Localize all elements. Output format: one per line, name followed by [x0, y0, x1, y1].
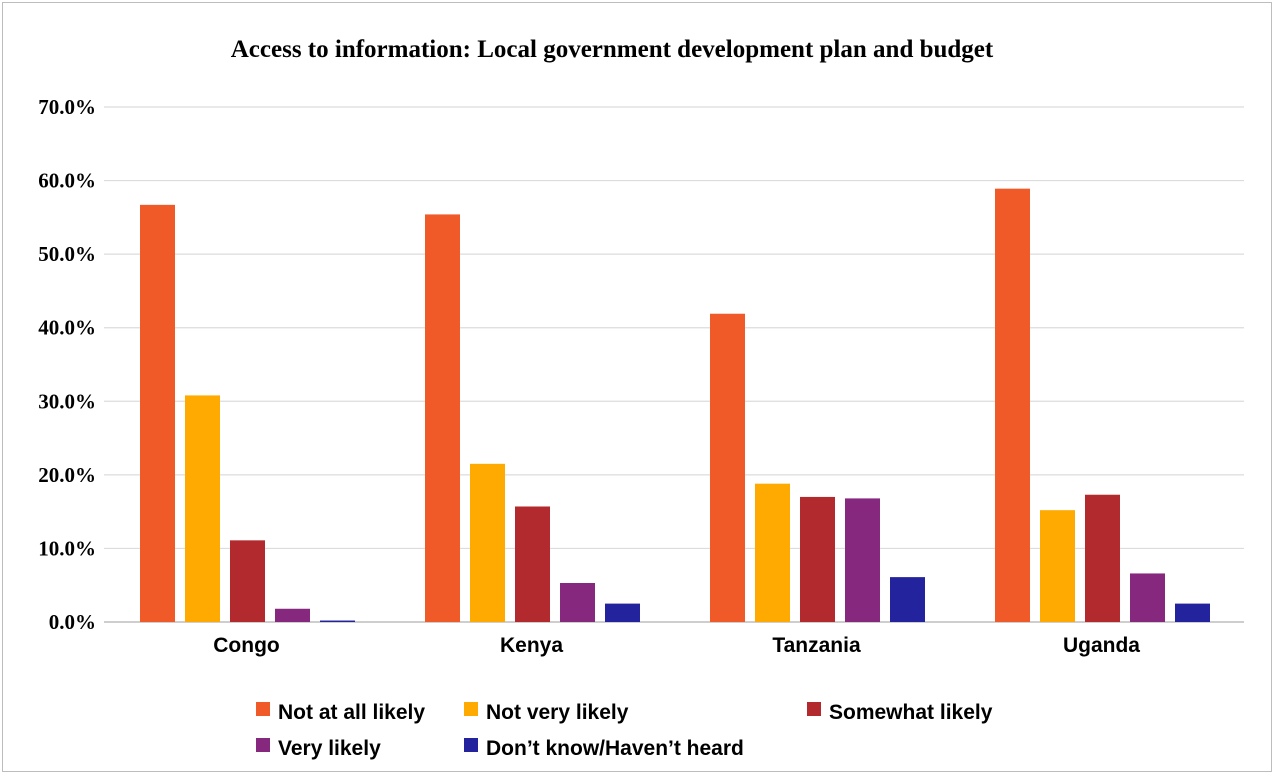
legend-label: Don’t know/Haven’t heard [486, 737, 744, 760]
y-tick-label: 40.0% [38, 316, 96, 340]
bar [710, 313, 745, 622]
bar [755, 483, 790, 622]
bar [185, 395, 220, 622]
y-tick-label: 20.0% [38, 463, 96, 487]
bars [140, 188, 1210, 622]
x-category-label: Kenya [500, 634, 563, 657]
legend-label: Somewhat likely [829, 701, 993, 724]
x-category-label: Tanzania [772, 634, 861, 657]
legend-label: Not very likely [486, 701, 629, 724]
y-tick-label: 10.0% [38, 536, 96, 560]
legend-swatch [464, 702, 478, 716]
bar [275, 608, 310, 622]
legend-swatch [256, 738, 270, 752]
gridlines [104, 106, 1244, 623]
legend-label: Very likely [278, 737, 381, 760]
x-category-label: Uganda [1063, 634, 1140, 657]
y-tick-label: 50.0% [38, 242, 96, 266]
y-tick-label: 30.0% [38, 389, 96, 413]
chart-title: Access to information: Local government … [230, 36, 994, 63]
bar [1085, 494, 1120, 622]
bar [800, 496, 835, 622]
legend-swatch [256, 702, 270, 716]
y-axis-ticks: 0.0% 10.0% 20.0% 30.0% 40.0% 50.0% 60.0% 70.0% [38, 95, 96, 634]
x-axis-labels: Congo Kenya Tanzania Uganda [213, 634, 1140, 657]
bar [1040, 510, 1075, 622]
bar [1130, 573, 1165, 622]
bar [470, 463, 505, 622]
legend-label: Not at all likely [278, 701, 425, 724]
y-tick-label: 0.0% [49, 610, 96, 634]
y-tick-label: 60.0% [38, 169, 96, 193]
legend-swatch [464, 738, 478, 752]
bar [560, 583, 595, 622]
x-category-label: Congo [213, 634, 279, 657]
legend-swatch [807, 702, 821, 716]
bar [425, 214, 460, 622]
bar [140, 204, 175, 622]
bar [845, 498, 880, 622]
bar [320, 620, 355, 622]
bar [995, 188, 1030, 622]
legend: Not at all likely Not very likely Somewhat… [256, 701, 993, 760]
bar [230, 540, 265, 622]
bar [605, 603, 640, 622]
bar [1175, 603, 1210, 622]
bar [515, 506, 550, 622]
y-tick-label: 70.0% [38, 95, 96, 119]
bar [890, 577, 925, 622]
